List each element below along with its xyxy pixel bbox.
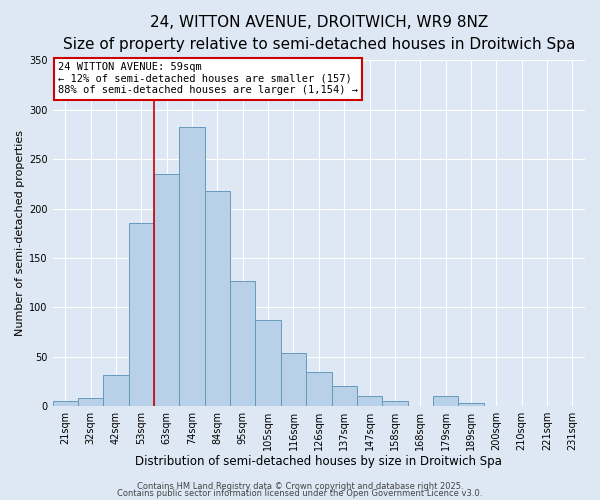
Bar xyxy=(281,352,306,406)
X-axis label: Distribution of semi-detached houses by size in Droitwich Spa: Distribution of semi-detached houses by … xyxy=(136,454,502,468)
Y-axis label: Number of semi-detached properties: Number of semi-detached properties xyxy=(15,130,25,336)
Bar xyxy=(205,190,230,406)
Bar xyxy=(129,224,154,406)
Bar xyxy=(78,398,103,406)
Bar xyxy=(103,376,129,406)
Text: 24 WITTON AVENUE: 59sqm
← 12% of semi-detached houses are smaller (157)
88% of s: 24 WITTON AVENUE: 59sqm ← 12% of semi-de… xyxy=(58,62,358,96)
Bar xyxy=(332,386,357,406)
Bar xyxy=(256,320,281,406)
Text: Contains public sector information licensed under the Open Government Licence v3: Contains public sector information licen… xyxy=(118,490,482,498)
Bar xyxy=(179,126,205,406)
Bar xyxy=(458,403,484,406)
Bar xyxy=(154,174,179,406)
Title: 24, WITTON AVENUE, DROITWICH, WR9 8NZ
Size of property relative to semi-detached: 24, WITTON AVENUE, DROITWICH, WR9 8NZ Si… xyxy=(62,15,575,52)
Bar xyxy=(382,401,407,406)
Text: Contains HM Land Registry data © Crown copyright and database right 2025.: Contains HM Land Registry data © Crown c… xyxy=(137,482,463,491)
Bar xyxy=(230,280,256,406)
Bar xyxy=(53,401,78,406)
Bar xyxy=(357,396,382,406)
Bar xyxy=(433,396,458,406)
Bar xyxy=(306,372,332,406)
